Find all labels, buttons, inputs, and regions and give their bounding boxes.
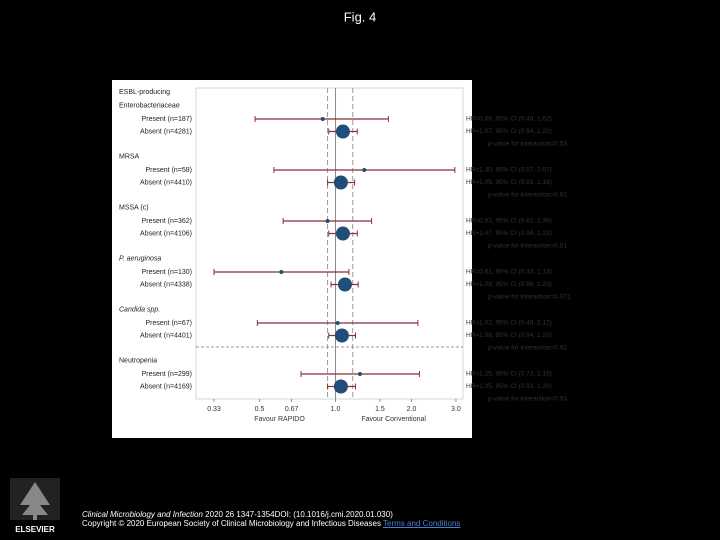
x-tick-label: 0.33 bbox=[207, 406, 221, 413]
hr-marker bbox=[357, 372, 362, 376]
hr-marker bbox=[333, 379, 348, 394]
group-label: Enterobacteriaceae bbox=[119, 102, 180, 109]
hr-text: HR=1.09, 95% CI (0.96, 1.23) bbox=[466, 281, 552, 288]
row-label: Absent (n=4169) bbox=[140, 383, 192, 390]
hr-marker bbox=[335, 124, 350, 139]
publisher: ELSEVIER bbox=[15, 525, 55, 534]
p-value: p-value for interaction=0.071 bbox=[488, 294, 571, 301]
hr-marker bbox=[279, 270, 284, 274]
group-label: MSSA (c) bbox=[119, 204, 149, 211]
p-value: p-value for interaction=0.92 bbox=[488, 345, 567, 352]
row-label: Absent (n=4401) bbox=[140, 332, 192, 339]
hr-text: HR=0.89, 95% CI (0.48, 1.62) bbox=[466, 116, 552, 123]
row-label: Present (n=67) bbox=[146, 320, 193, 327]
footer: Clinical Microbiology and Infection 2020… bbox=[82, 510, 472, 528]
hr-text: HR=0.93, 95% CI (0.62, 1.39) bbox=[466, 218, 552, 225]
row-label: Present (n=187) bbox=[142, 116, 192, 123]
hr-text: HR=1.02, 95% CI (0.49, 2.12) bbox=[466, 320, 552, 327]
hr-text: HR=1.30, 95% CI (0.57, 2.97) bbox=[466, 167, 552, 174]
hr-marker bbox=[362, 168, 367, 172]
hr-text: HR=1.25, 95% CI (0.73, 2.15) bbox=[466, 371, 552, 378]
x-label-right: Favour Conventional bbox=[361, 416, 426, 423]
row-label: Absent (n=4338) bbox=[140, 281, 192, 288]
row-label: Absent (n=4106) bbox=[140, 230, 192, 237]
hr-marker bbox=[337, 277, 352, 292]
x-label-left: Favour RAPIDO bbox=[254, 416, 305, 423]
hr-text: HR=1.07, 95% CI (0.94, 1.22) bbox=[466, 230, 552, 237]
hr-marker bbox=[320, 117, 325, 121]
terms-link[interactable]: Terms and Conditions bbox=[383, 519, 461, 528]
x-tick-label: 3.0 bbox=[451, 406, 461, 413]
hr-marker bbox=[335, 321, 340, 325]
group-label: ESBL-producing bbox=[119, 89, 170, 96]
row-label: Absent (n=4410) bbox=[140, 179, 192, 186]
hr-marker bbox=[325, 219, 330, 223]
hr-marker bbox=[335, 226, 350, 241]
hr-marker bbox=[334, 328, 349, 343]
p-value: p-value for interaction=0.53 bbox=[488, 141, 567, 148]
publisher-logo bbox=[10, 478, 60, 520]
row-label: Present (n=362) bbox=[142, 218, 192, 225]
group-label: Candida spp. bbox=[119, 306, 160, 313]
p-value: p-value for interaction=0.62 bbox=[488, 192, 567, 199]
figure-panel bbox=[112, 80, 472, 438]
hr-text: HR=0.61, 95% CI (0.33, 1.13) bbox=[466, 269, 552, 276]
group-label: Neutropenia bbox=[119, 357, 157, 364]
row-label: Present (n=299) bbox=[142, 371, 192, 378]
row-label: Present (n=130) bbox=[142, 269, 192, 276]
hr-text: HR=1.05, 95% CI (0.93, 1.20) bbox=[466, 383, 552, 390]
plot-frame bbox=[195, 87, 464, 400]
x-tick-label: 2.0 bbox=[407, 406, 417, 413]
copyright: Copyright © 2020 European Society of Cli… bbox=[82, 519, 381, 528]
journal: Clinical Microbiology and Infection bbox=[82, 510, 203, 519]
hr-marker bbox=[333, 175, 348, 190]
row-label: Present (n=58) bbox=[146, 167, 193, 174]
group-label: MRSA bbox=[119, 153, 140, 160]
p-value: p-value for interaction=0.53 bbox=[488, 396, 567, 403]
hr-text: HR=1.05, 95% CI (0.93, 1.19) bbox=[466, 179, 552, 186]
row-label: Absent (n=4281) bbox=[140, 128, 192, 135]
x-tick-label: 1.0 bbox=[331, 406, 341, 413]
slide-title: Fig. 4 bbox=[344, 9, 377, 24]
x-tick-label: 0.67 bbox=[285, 406, 299, 413]
hr-text: HR=1.07, 95% CI (0.94, 1.22) bbox=[466, 128, 552, 135]
group-label: P. aeruginosa bbox=[119, 255, 161, 262]
citation: 2020 26 1347-1354DOI: (10.1016/j.cmi.202… bbox=[202, 510, 393, 519]
x-tick-label: 0.5 bbox=[255, 406, 265, 413]
hr-text: HR=1.06, 95% CI (0.94, 1.20) bbox=[466, 332, 552, 339]
x-tick-label: 1.5 bbox=[375, 406, 385, 413]
p-value: p-value for interaction=0.51 bbox=[488, 243, 567, 250]
